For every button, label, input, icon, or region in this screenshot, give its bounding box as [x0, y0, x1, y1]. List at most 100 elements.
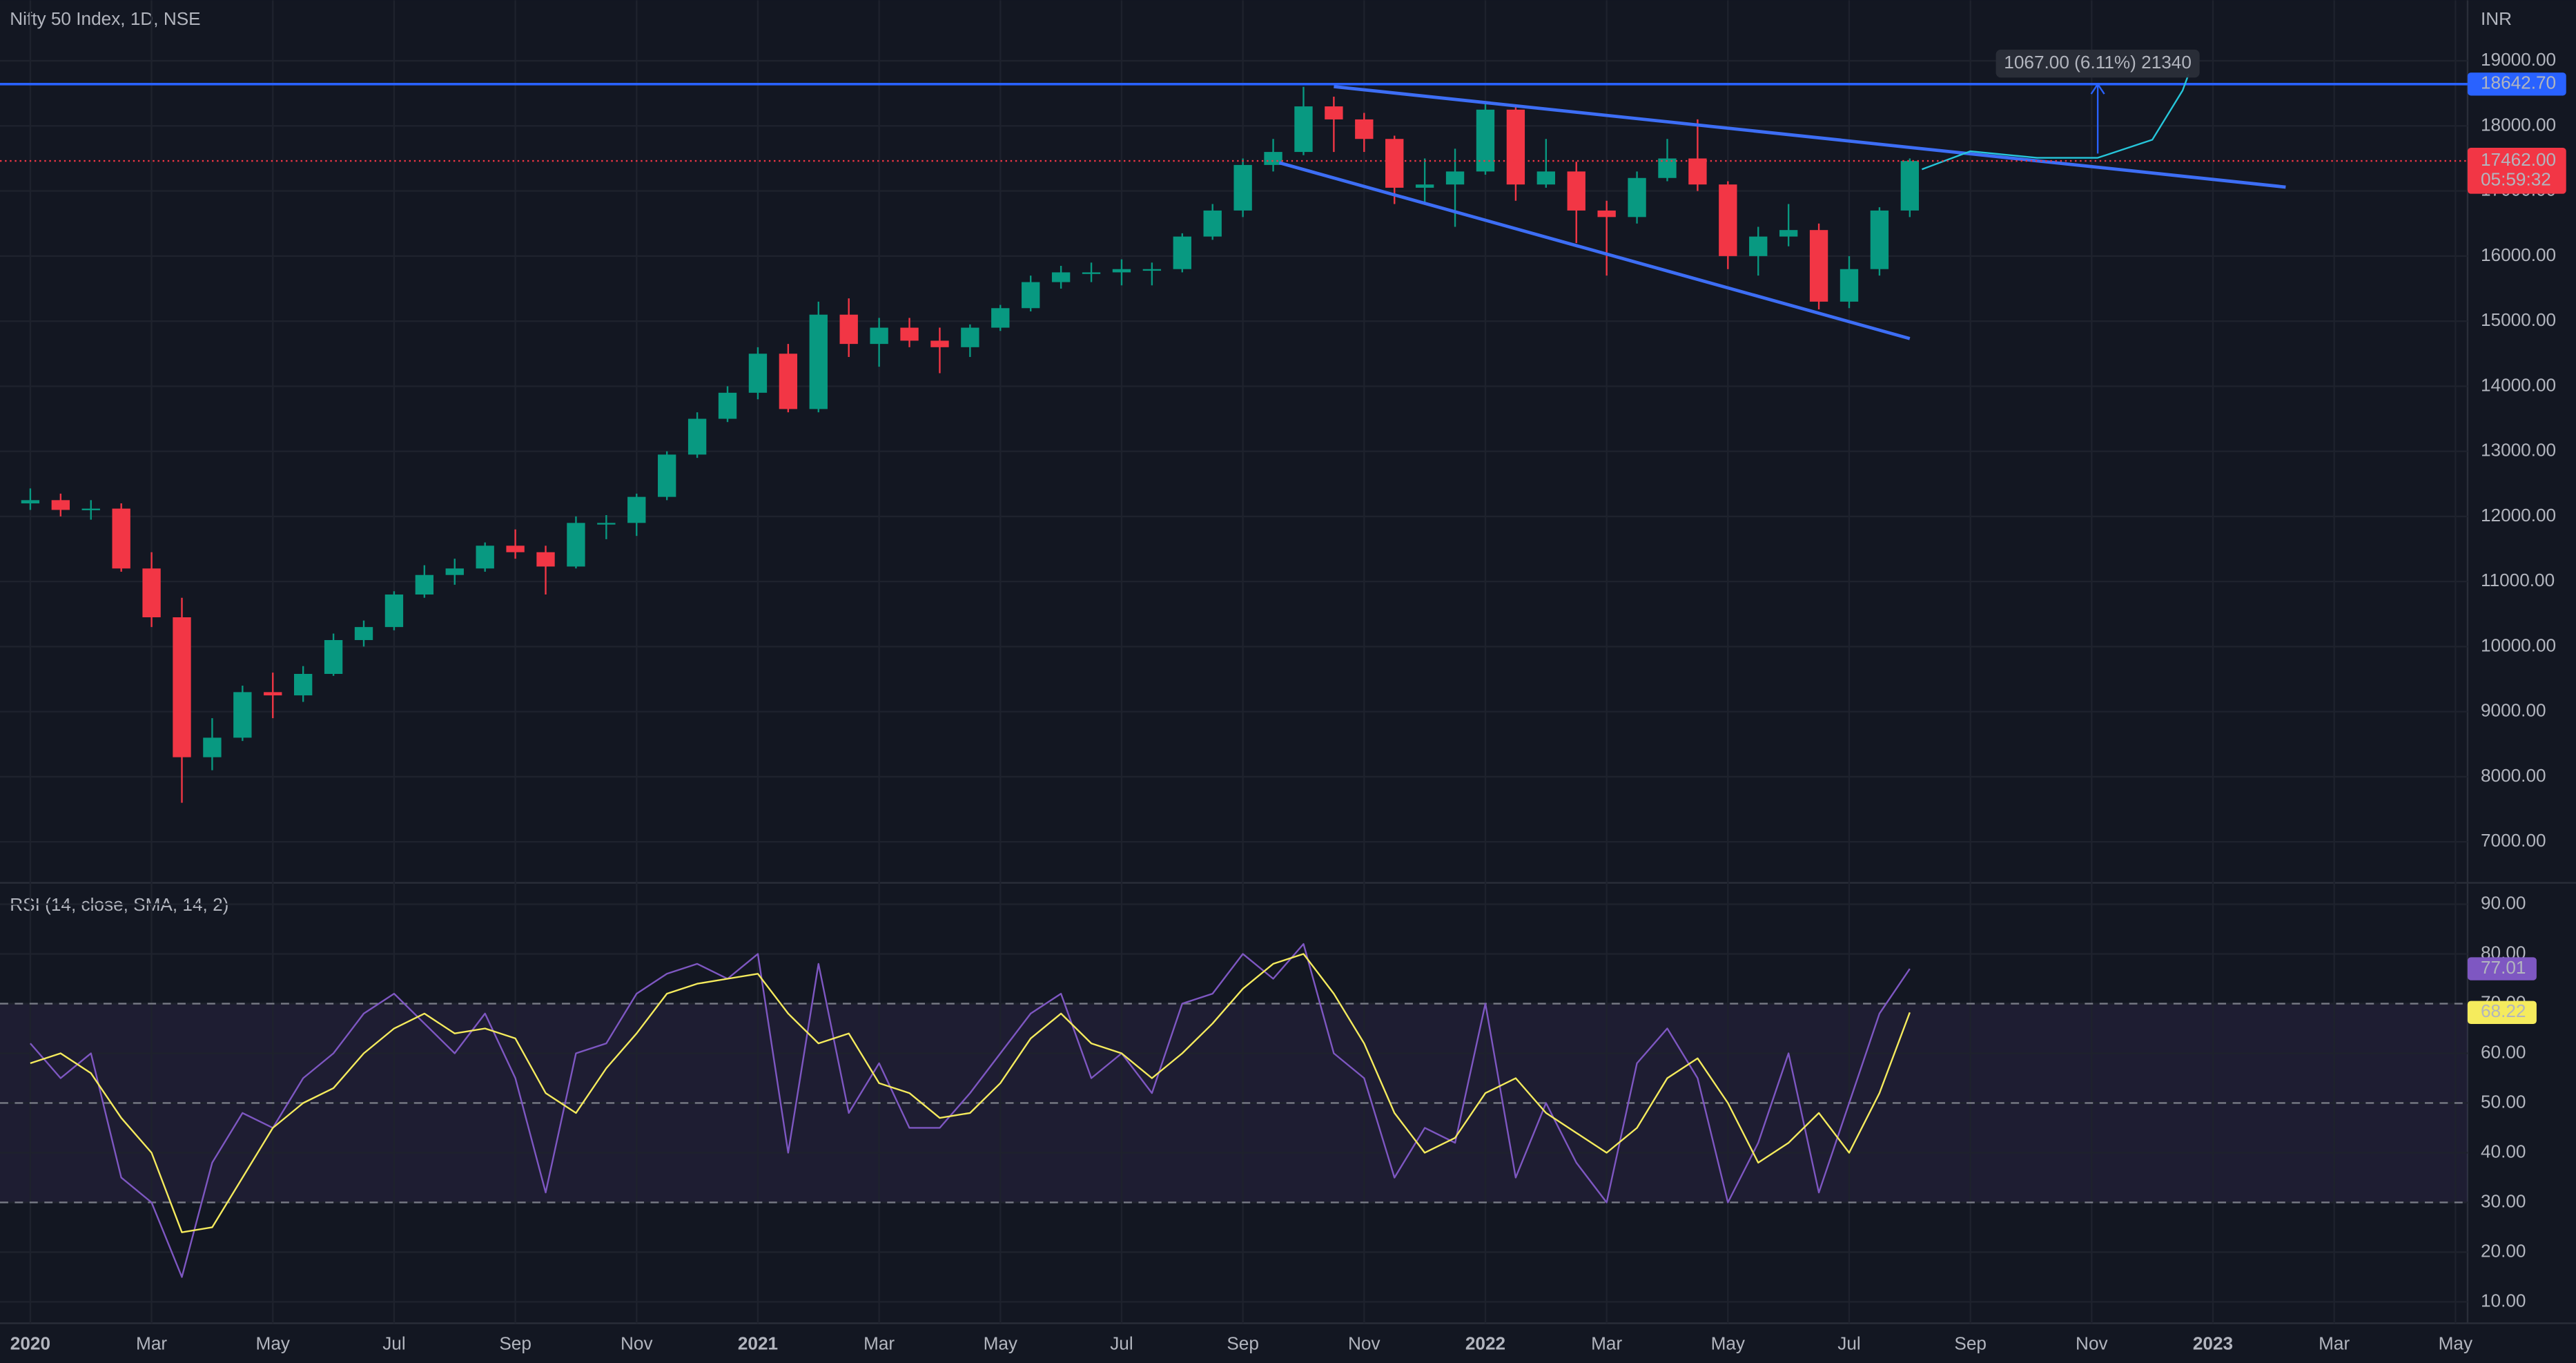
y-tick-label: 18000.00: [2481, 114, 2556, 135]
candle-body: [354, 627, 373, 640]
candle-body: [1536, 171, 1555, 185]
candle-body: [112, 508, 130, 569]
y-tick-label: 13000.00: [2481, 440, 2556, 461]
y-tick-label: 10.00: [2481, 1290, 2526, 1311]
projection-path: [1921, 73, 2189, 171]
x-tick-label: Mar: [863, 1333, 895, 1353]
y-tick-label: 20.00: [2481, 1240, 2526, 1261]
last-value-label: 77.01: [2481, 957, 2526, 978]
candle-body: [1476, 109, 1495, 172]
candle-body: [1142, 269, 1162, 271]
x-tick-label: May: [256, 1333, 291, 1353]
candle-body: [930, 340, 949, 347]
candle-body: [1628, 177, 1646, 218]
y-tick-label: 19000.00: [2481, 49, 2556, 70]
x-tick-label: Nov: [2076, 1333, 2108, 1353]
candle-body: [900, 327, 919, 341]
currency: INR: [2481, 8, 2512, 29]
x-tick-label: May: [2439, 1333, 2473, 1353]
candle-body: [445, 568, 464, 575]
candle-body: [1233, 164, 1252, 211]
candle-body: [658, 454, 676, 497]
candle-body: [779, 354, 798, 409]
x-tick-label: May: [984, 1333, 1018, 1353]
candle-body: [1567, 171, 1585, 211]
candle-body: [627, 496, 646, 523]
candle-body: [415, 574, 434, 595]
y-tick-label: 16000.00: [2481, 244, 2556, 265]
x-tick-label: Jul: [1837, 1333, 1860, 1353]
y-tick-label: 60.00: [2481, 1041, 2526, 1062]
x-tick-label: Mar: [136, 1333, 167, 1353]
y-tick-label: 40.00: [2481, 1141, 2526, 1161]
y-tick-label: 7000.00: [2481, 830, 2546, 851]
candle-body: [1719, 184, 1737, 256]
candle-body: [1840, 269, 1859, 302]
x-tick-label: Mar: [1591, 1333, 1622, 1353]
candle-body: [1203, 210, 1222, 237]
candle-body: [1415, 184, 1434, 188]
y-tick-label: 14000.00: [2481, 374, 2556, 395]
candle-body: [1355, 119, 1374, 139]
candle-body: [1022, 282, 1040, 309]
candle-body: [1506, 109, 1525, 185]
candle-body: [203, 737, 222, 757]
candle-body: [264, 692, 282, 696]
rsi-line: [30, 953, 1911, 1233]
candle-body: [1173, 236, 1191, 269]
last-value-tag: [2467, 957, 2537, 980]
x-tick-label: Jul: [1110, 1333, 1133, 1353]
candle-body: [567, 523, 585, 567]
candle-body: [839, 314, 858, 345]
candle-body: [1900, 161, 1920, 211]
last-price-label: 17462.00: [2481, 149, 2556, 170]
candle-body: [506, 545, 525, 552]
candle-body: [991, 308, 1010, 328]
x-tick-label: Nov: [1348, 1333, 1380, 1353]
candle-body: [1385, 139, 1404, 188]
candle-body: [1809, 230, 1828, 302]
last-price-tag: [2467, 148, 2566, 194]
candle-body: [1051, 272, 1071, 282]
candle-body: [51, 500, 70, 510]
x-tick-label: Jul: [382, 1333, 405, 1353]
candle-body: [961, 327, 979, 347]
candle-body: [597, 523, 616, 525]
y-tick-label: 50.00: [2481, 1091, 2526, 1112]
x-tick-label: Mar: [2319, 1333, 2350, 1353]
resistance-tag: [2467, 72, 2566, 96]
y-tick-label: 90.00: [2481, 892, 2526, 913]
candle-body: [1597, 210, 1616, 218]
x-tick-label: Sep: [499, 1333, 531, 1353]
candle-body: [142, 568, 161, 617]
y-tick-label: 9000.00: [2481, 700, 2546, 721]
x-tick-label: 2021: [738, 1333, 778, 1353]
candle-body: [384, 594, 404, 628]
y-tick-label: 30.00: [2481, 1190, 2526, 1211]
x-tick-label: 2023: [2193, 1333, 2233, 1353]
candle-body: [1749, 236, 1768, 256]
chart-title: Nifty 50 Index, 1D, NSE: [10, 8, 200, 29]
x-tick-label: May: [1711, 1333, 1746, 1353]
x-tick-label: 2022: [1465, 1333, 1505, 1353]
y-tick-label: 10000.00: [2481, 635, 2556, 655]
candle-body: [1112, 269, 1131, 273]
candle-body: [21, 500, 40, 504]
measure-label: 1067.00 (6.11%) 21340: [2004, 52, 2192, 72]
y-tick-label: 11000.00: [2481, 570, 2555, 590]
y-tick-label: 12000.00: [2481, 505, 2556, 525]
candle-body: [233, 692, 252, 738]
candle-body: [324, 639, 343, 674]
measure-box: [1996, 49, 2200, 78]
candle-body: [1325, 106, 1343, 119]
candle-body: [294, 673, 313, 696]
candle-body: [1779, 230, 1798, 237]
countdown: 05:59:32: [2481, 169, 2551, 190]
candle-body: [1294, 106, 1313, 153]
candle-body: [718, 392, 737, 419]
x-tick-label: Sep: [1954, 1333, 1987, 1353]
candle-body: [1870, 210, 1889, 269]
